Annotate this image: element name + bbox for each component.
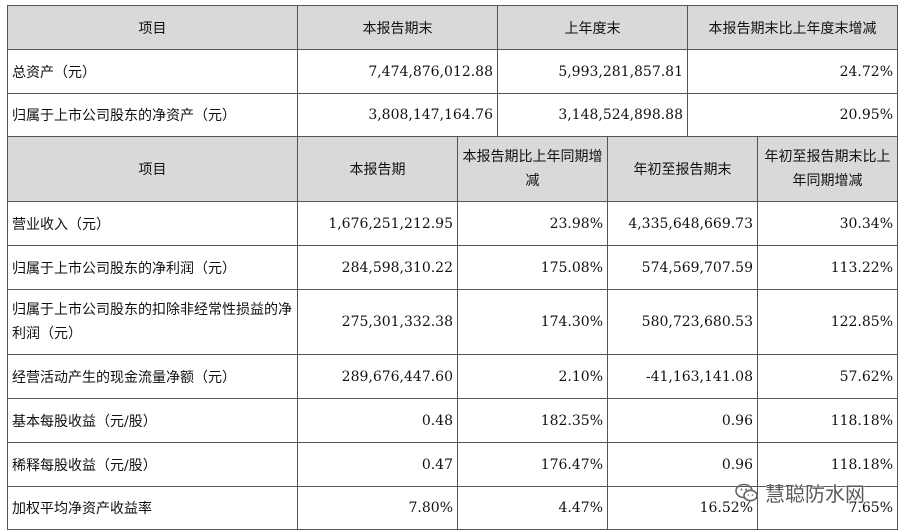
header-period: 本报告期 [297, 136, 458, 202]
cell-change: 20.95% [687, 93, 898, 137]
cell-ytd: 574,569,707.59 [607, 245, 758, 290]
income-table: 项目 本报告期 本报告期比上年同期增减 年初至报告期末 年初至报告期末比上年同期… [7, 136, 898, 530]
cell-period: 0.48 [297, 398, 458, 443]
cell-ytd-change: 57.62% [757, 354, 898, 399]
header-period-change: 本报告期比上年同期增减 [457, 136, 608, 202]
cell-prior: 3,148,524,898.88 [497, 93, 688, 137]
cell-period: 275,301,332.38 [297, 289, 458, 355]
cell-period-change: 182.35% [457, 398, 608, 443]
cell-period-change: 175.08% [457, 245, 608, 290]
table-header-row: 项目 本报告期 本报告期比上年同期增减 年初至报告期末 年初至报告期末比上年同期… [7, 136, 898, 202]
table-row: 归属于上市公司股东的净资产（元） 3,808,147,164.76 3,148,… [7, 93, 898, 137]
cell-ytd-change: 30.34% [757, 201, 898, 246]
cell-ytd: 16.52% [607, 486, 758, 530]
watermark-text: 慧聪防水网 [765, 482, 865, 506]
wechat-icon [735, 483, 758, 501]
cell-prior: 5,993,281,857.81 [497, 49, 688, 94]
cell-period: 284,598,310.22 [297, 245, 458, 290]
cell-period: 7.80% [297, 486, 458, 530]
table-row: 总资产（元） 7,474,876,012.88 5,993,281,857.81… [7, 49, 898, 94]
cell-period-change: 174.30% [457, 289, 608, 355]
cell-period-change: 2.10% [457, 354, 608, 399]
table-row: 加权平均净资产收益率 7.80% 4.47% 16.52% 7.65% [7, 486, 898, 530]
header-ytd: 年初至报告期末 [607, 136, 758, 202]
cell-period: 0.47 [297, 442, 458, 487]
row-label: 归属于上市公司股东的净利润（元） [7, 245, 298, 290]
table-row: 基本每股收益（元/股） 0.48 182.35% 0.96 118.18% [7, 398, 898, 443]
row-label: 归属于上市公司股东的净资产（元） [7, 93, 298, 137]
header-ytd-change: 年初至报告期末比上年同期增减 [757, 136, 898, 202]
cell-period-change: 23.98% [457, 201, 608, 246]
cell-ytd-change: 118.18% [757, 398, 898, 443]
cell-ytd-change: 7.65% [757, 486, 898, 530]
row-label: 稀释每股收益（元/股） [7, 442, 298, 487]
cell-ytd: 0.96 [607, 398, 758, 443]
table-row: 稀释每股收益（元/股） 0.47 176.47% 0.96 118.18% [7, 442, 898, 487]
row-label: 经营活动产生的现金流量净额（元） [7, 354, 298, 399]
row-label: 基本每股收益（元/股） [7, 398, 298, 443]
balance-table: 项目 本报告期末 上年度末 本报告期末比上年度末增减 总资产（元） 7,474,… [7, 5, 898, 137]
cell-ytd: 580,723,680.53 [607, 289, 758, 355]
table-row: 营业收入（元） 1,676,251,212.95 23.98% 4,335,64… [7, 201, 898, 246]
row-label: 归属于上市公司股东的扣除非经常性损益的净利润（元） [7, 289, 298, 355]
cell-current: 7,474,876,012.88 [297, 49, 498, 94]
header-prior-year-end: 上年度末 [497, 5, 688, 50]
cell-period-change: 176.47% [457, 442, 608, 487]
table-row: 归属于上市公司股东的净利润（元） 284,598,310.22 175.08% … [7, 245, 898, 290]
cell-ytd: 4,335,648,669.73 [607, 201, 758, 246]
table-row: 经营活动产生的现金流量净额（元） 289,676,447.60 2.10% -4… [7, 354, 898, 399]
cell-ytd: -41,163,141.08 [607, 354, 758, 399]
table-row: 归属于上市公司股东的扣除非经常性损益的净利润（元） 275,301,332.38… [7, 289, 898, 355]
watermark: 慧聪防水网 [735, 478, 865, 507]
cell-period-change: 4.47% [457, 486, 608, 530]
row-label: 营业收入（元） [7, 201, 298, 246]
header-change: 本报告期末比上年度末增减 [687, 5, 898, 50]
cell-period: 289,676,447.60 [297, 354, 458, 399]
header-item: 项目 [7, 136, 298, 202]
table-header-row: 项目 本报告期末 上年度末 本报告期末比上年度末增减 [7, 5, 898, 50]
header-item: 项目 [7, 5, 298, 50]
cell-ytd: 0.96 [607, 442, 758, 487]
cell-period: 1,676,251,212.95 [297, 201, 458, 246]
cell-current: 3,808,147,164.76 [297, 93, 498, 137]
cell-change: 24.72% [687, 49, 898, 94]
header-current-period-end: 本报告期末 [297, 5, 498, 50]
row-label: 加权平均净资产收益率 [7, 486, 298, 530]
row-label: 总资产（元） [7, 49, 298, 94]
cell-ytd-change: 113.22% [757, 245, 898, 290]
cell-ytd-change: 118.18% [757, 442, 898, 487]
cell-ytd-change: 122.85% [757, 289, 898, 355]
